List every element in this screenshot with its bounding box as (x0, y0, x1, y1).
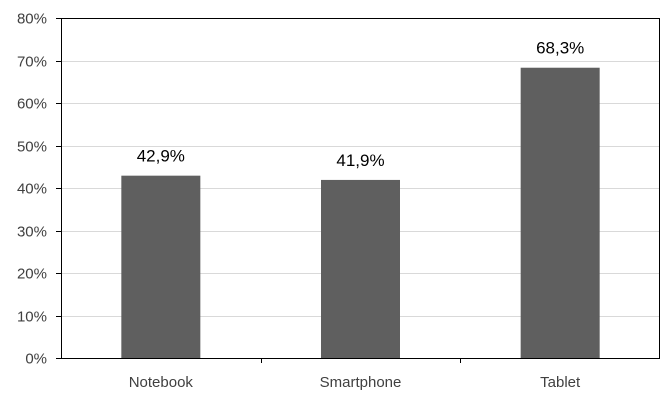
data-label-notebook: 42,9% (137, 147, 185, 166)
bar-notebook (121, 175, 201, 358)
data-label-smartphone: 41,9% (336, 151, 384, 170)
y-tick-label: 10% (17, 309, 47, 326)
plot-area-frame (61, 18, 660, 359)
bars (121, 67, 600, 358)
y-tick-label: 50% (17, 139, 47, 156)
y-tick-label: 60% (17, 96, 47, 113)
y-tick-label: 20% (17, 266, 47, 283)
data-labels: 42,9% 41,9% 68,3% (137, 39, 585, 170)
category-label-tablet: Tablet (540, 374, 581, 391)
category-label-notebook: Notebook (129, 374, 194, 391)
y-tick-label: 40% (17, 181, 47, 198)
bar-smartphone (321, 179, 400, 358)
y-tick-label: 70% (17, 54, 47, 71)
y-axis-tick-labels: 0% 10% 20% 30% 40% 50% 60% 70% 80% (17, 11, 47, 368)
data-label-tablet: 68,3% (536, 39, 584, 58)
y-tick-label: 80% (17, 11, 47, 28)
category-label-smartphone: Smartphone (320, 374, 402, 391)
bar-tablet (520, 67, 600, 358)
y-tick-label: 30% (17, 224, 47, 241)
y-tick-label: 0% (25, 351, 47, 368)
x-axis-category-labels: Notebook Smartphone Tablet (129, 358, 581, 391)
